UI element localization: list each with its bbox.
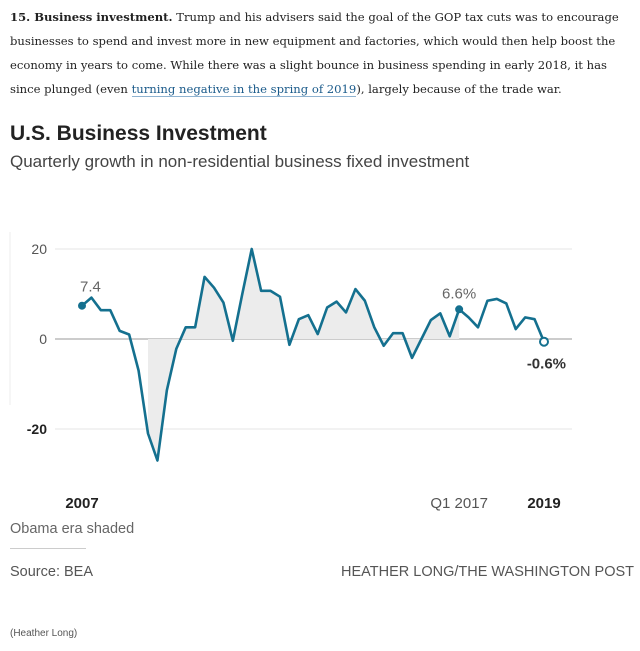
annotation-marker xyxy=(78,301,86,310)
chart-title: U.S. Business Investment xyxy=(10,122,267,145)
credit-label: HEATHER LONG/THE WASHINGTON POST xyxy=(341,564,634,580)
photo-caption: (Heather Long) xyxy=(10,628,78,639)
paragraph-text-end: ), largely because of the trade war. xyxy=(356,82,562,96)
annotation-label: 7.4 xyxy=(80,279,101,296)
x-tick-label: 2019 xyxy=(527,495,560,512)
annotation-marker xyxy=(539,336,549,347)
article-link[interactable]: turning negative in the spring of 2019 xyxy=(131,82,357,97)
shading-note: Obama era shaded xyxy=(10,521,135,537)
annotation-label: -0.6% xyxy=(527,356,566,373)
annotation-marker xyxy=(455,305,464,314)
paragraph-text: Trump and his advisers said the goal of … xyxy=(10,10,619,96)
x-tick-label: 2007 xyxy=(65,495,98,512)
chart-subtitle: Quarterly growth in non-residential busi… xyxy=(10,152,470,171)
article-paragraph: 15. Business investment. Trump and his a… xyxy=(10,5,630,101)
x-tick-label: Q1 2017 xyxy=(430,495,488,512)
source-label: Source: BEA xyxy=(10,564,94,580)
y-tick-label: -20 xyxy=(27,421,47,437)
annotation-label: 6.6% xyxy=(442,285,476,302)
series-line xyxy=(81,247,546,462)
y-tick-label: 0 xyxy=(39,331,47,347)
divider xyxy=(10,548,86,549)
y-tick-label: 20 xyxy=(31,241,47,257)
paragraph-lead: 15. Business investment. xyxy=(10,10,173,24)
